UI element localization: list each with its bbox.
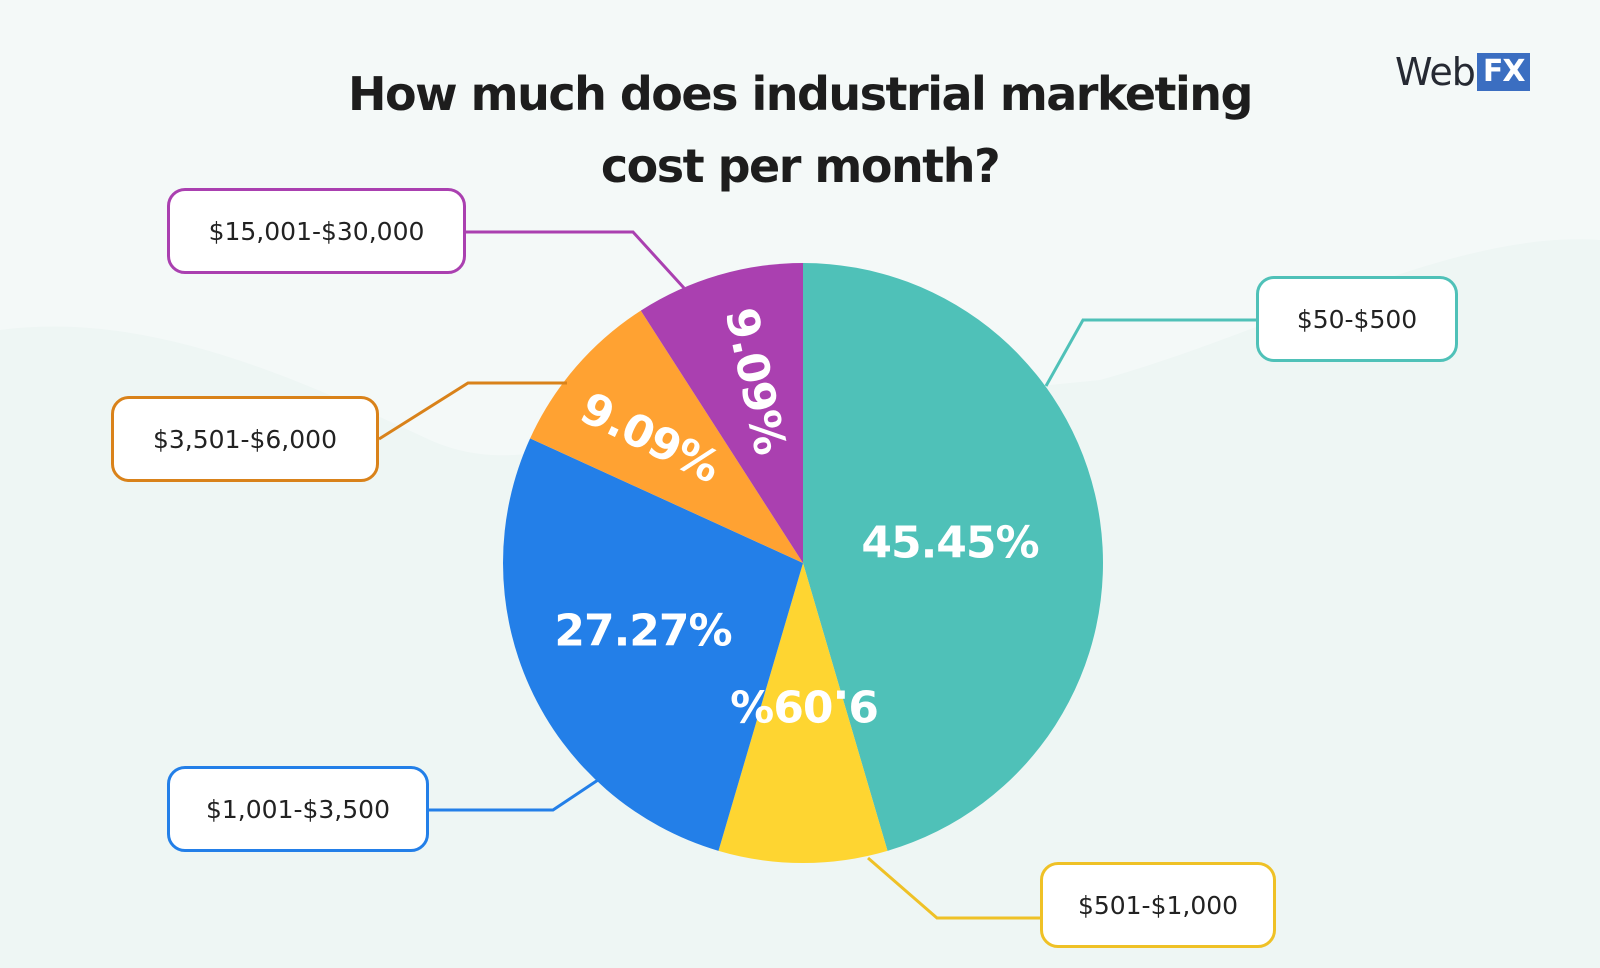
pie-slice [530, 310, 803, 563]
slice-value-label: 45.45% [861, 518, 1038, 569]
title-line-1: How much does industrial marketing [348, 67, 1253, 121]
pie-slice [718, 563, 888, 864]
logo-mark: FX [1476, 53, 1531, 91]
callout-label: $501-$1,000 [1040, 862, 1276, 948]
callout-line [429, 778, 599, 812]
callout-label: $1,001-$3,500 [167, 766, 429, 852]
pie-slice [640, 263, 803, 563]
callout-label: $3,501-$6,000 [111, 396, 379, 482]
logo-wordmark: Web [1395, 50, 1476, 94]
slice-value-label: 9.09% [731, 680, 879, 731]
chart-title: How much does industrial marketing cost … [260, 58, 1340, 202]
callout-line [378, 381, 567, 441]
webfx-logo: Web FX [1395, 50, 1531, 94]
title-line-2: cost per month? [600, 139, 1001, 193]
pie-slice [502, 438, 803, 851]
callout-label: $15,001-$30,000 [167, 188, 466, 274]
callout-line [1044, 318, 1256, 387]
slice-value-label: 27.27% [554, 606, 731, 657]
callout-line [867, 856, 1040, 920]
pie-slice [803, 263, 1103, 851]
callout-line [466, 230, 686, 290]
callout-label: $50-$500 [1256, 276, 1458, 362]
